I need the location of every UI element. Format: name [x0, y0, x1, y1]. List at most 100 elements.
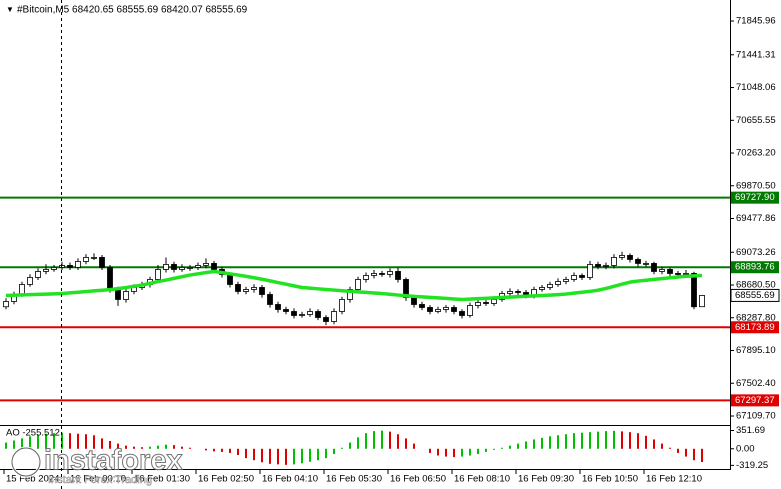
x-tick-label: 15 Feb 2024	[6, 474, 59, 485]
level-label: 68893.76	[735, 262, 775, 273]
y-tick-label: 71441.31	[736, 49, 776, 60]
level-label: 69727.90	[735, 192, 775, 203]
candle-body	[19, 284, 25, 295]
x-tick-label: 16 Feb 00:10	[70, 474, 126, 485]
symbol-header: #Bitcoin,M5 68420.65 68555.69 68420.07 6…	[17, 5, 248, 16]
candle-body	[627, 255, 633, 260]
candle-body	[595, 264, 601, 267]
candle-body	[427, 307, 433, 312]
y-tick-label: -319.25	[736, 460, 768, 471]
candle-body	[35, 271, 41, 278]
candle-body	[699, 295, 705, 308]
candle-body	[643, 263, 649, 265]
candle-body	[83, 257, 89, 262]
candle-body	[51, 267, 57, 270]
candle-body	[571, 275, 577, 280]
candle-body	[611, 257, 617, 266]
candle-body	[347, 289, 353, 300]
candle-body	[115, 289, 121, 300]
candle-body	[259, 287, 265, 295]
candle-body	[75, 261, 81, 268]
candle-body	[371, 273, 377, 276]
candle-body	[459, 311, 465, 316]
level-label-box	[731, 191, 779, 204]
candle-body	[163, 264, 169, 270]
x-tick-label: 16 Feb 04:10	[262, 474, 318, 485]
y-tick-label: 68287.80	[736, 312, 776, 323]
candle-body	[107, 267, 113, 290]
candle-body	[539, 287, 545, 290]
candle-body	[267, 294, 273, 305]
y-tick-label: 69073.26	[736, 247, 776, 258]
candle-body	[3, 301, 9, 308]
candle-body	[235, 284, 241, 292]
candle-body	[675, 273, 681, 275]
candle-body	[395, 271, 401, 280]
candle-body	[27, 277, 33, 285]
y-tick-label: 69870.50	[736, 180, 776, 191]
watermark-brand: instaforex	[44, 445, 183, 477]
candle-body	[483, 302, 489, 304]
candle-body	[291, 311, 297, 316]
level-label: 67297.37	[735, 395, 775, 406]
candle-body	[43, 269, 49, 272]
candle-body	[475, 302, 481, 306]
y-tick-label: 70263.20	[736, 148, 776, 159]
candle-body	[91, 257, 97, 259]
candle-body	[411, 297, 417, 305]
candle-body	[363, 275, 369, 280]
x-tick-label: 16 Feb 02:50	[198, 474, 254, 485]
candle-body	[299, 314, 305, 316]
candle-body	[195, 265, 201, 268]
candle-body	[443, 307, 449, 310]
candle-body	[251, 287, 257, 290]
y-tick-label: 70655.55	[736, 115, 776, 126]
candle-body	[187, 267, 193, 269]
level-label: 68173.89	[735, 322, 775, 333]
x-tick-label: 16 Feb 08:10	[454, 474, 510, 485]
level-label-box	[731, 321, 779, 334]
watermark: instaforex Instant Forex Trading	[10, 444, 183, 486]
candle-body	[579, 275, 585, 278]
candle-body	[155, 269, 161, 280]
candle-body	[435, 309, 441, 312]
x-tick-label: 16 Feb 01:30	[134, 474, 190, 485]
candle-body	[323, 317, 329, 322]
y-tick-label: 67895.10	[736, 345, 776, 356]
candle-body	[355, 279, 361, 290]
y-tick-label: 68680.50	[736, 280, 776, 291]
candle-body	[555, 281, 561, 285]
candle-body	[387, 271, 393, 275]
candle-body	[659, 269, 665, 272]
y-tick-label: 67502.40	[736, 378, 776, 389]
level-label-box	[731, 261, 779, 274]
x-tick-label: 16 Feb 09:30	[518, 474, 574, 485]
candle-body	[99, 257, 105, 268]
candle-body	[339, 299, 345, 312]
y-tick-label: 71048.06	[736, 82, 776, 93]
candle-body	[243, 289, 249, 292]
last-price-label: 68555.69	[735, 290, 775, 301]
watermark-tagline: Instant Forex Trading	[48, 474, 152, 486]
x-tick-label: 16 Feb 05:30	[326, 474, 382, 485]
candle-body	[667, 269, 673, 274]
level-label-box	[731, 394, 779, 407]
candle-body	[283, 309, 289, 312]
y-tick-label: 69477.86	[736, 213, 776, 224]
candle-body	[547, 284, 553, 288]
y-tick-label: 71845.96	[736, 16, 776, 27]
candle-body	[467, 305, 473, 316]
candle-body	[691, 273, 697, 308]
collapse-icon[interactable]: ▼	[6, 5, 14, 14]
x-tick-label: 16 Feb 12:10	[646, 474, 702, 485]
candle-body	[171, 264, 177, 270]
y-tick-label: 67109.70	[736, 411, 776, 422]
candle-body	[67, 265, 73, 268]
candle-body	[515, 291, 521, 293]
y-tick-label: 0.00	[736, 443, 755, 454]
candle-body	[635, 259, 641, 264]
candle-body	[651, 263, 657, 272]
x-tick-label: 16 Feb 06:50	[390, 474, 446, 485]
